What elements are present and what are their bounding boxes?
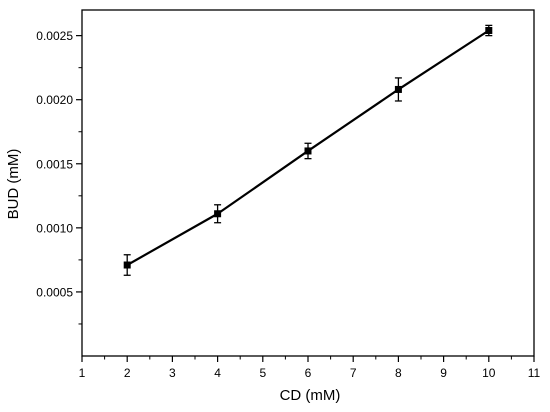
data-point-marker [394,85,402,93]
y-tick-label: 0.0020 [36,93,73,107]
x-tick-label: 1 [79,366,86,380]
x-tick-label: 4 [214,366,221,380]
x-tick-label: 9 [440,366,447,380]
x-tick-label: 8 [395,366,402,380]
y-tick-label: 0.0010 [36,221,73,235]
data-series [123,24,493,276]
x-tick-label: 7 [350,366,357,380]
axes [81,9,535,357]
x-tick-label: 5 [259,366,266,380]
tick-marks [76,35,535,362]
x-tick-label: 2 [124,366,131,380]
x-tick-label: 10 [482,366,496,380]
data-point-marker [304,147,312,155]
x-tick-label: 11 [528,366,541,380]
data-point-marker [123,261,131,269]
tick-labels: 1 2 3 4 5 6 7 8 9 10 11 0.0005 0.0010 0.0015 0.0020 0.0… [36,29,540,380]
plot-frame [81,9,535,357]
y-axis-title: BUD (mM) [5,149,22,220]
y-tick-label: 0.0015 [36,157,73,171]
y-tick-label: 0.0025 [36,29,73,43]
x-tick-label: 6 [305,366,312,380]
x-axis-title: CD (mM) [280,387,341,404]
x-tick-label: 3 [169,366,176,380]
y-tick-label: 0.0005 [36,285,73,299]
data-point-marker [214,210,222,218]
data-point-marker [485,27,493,35]
